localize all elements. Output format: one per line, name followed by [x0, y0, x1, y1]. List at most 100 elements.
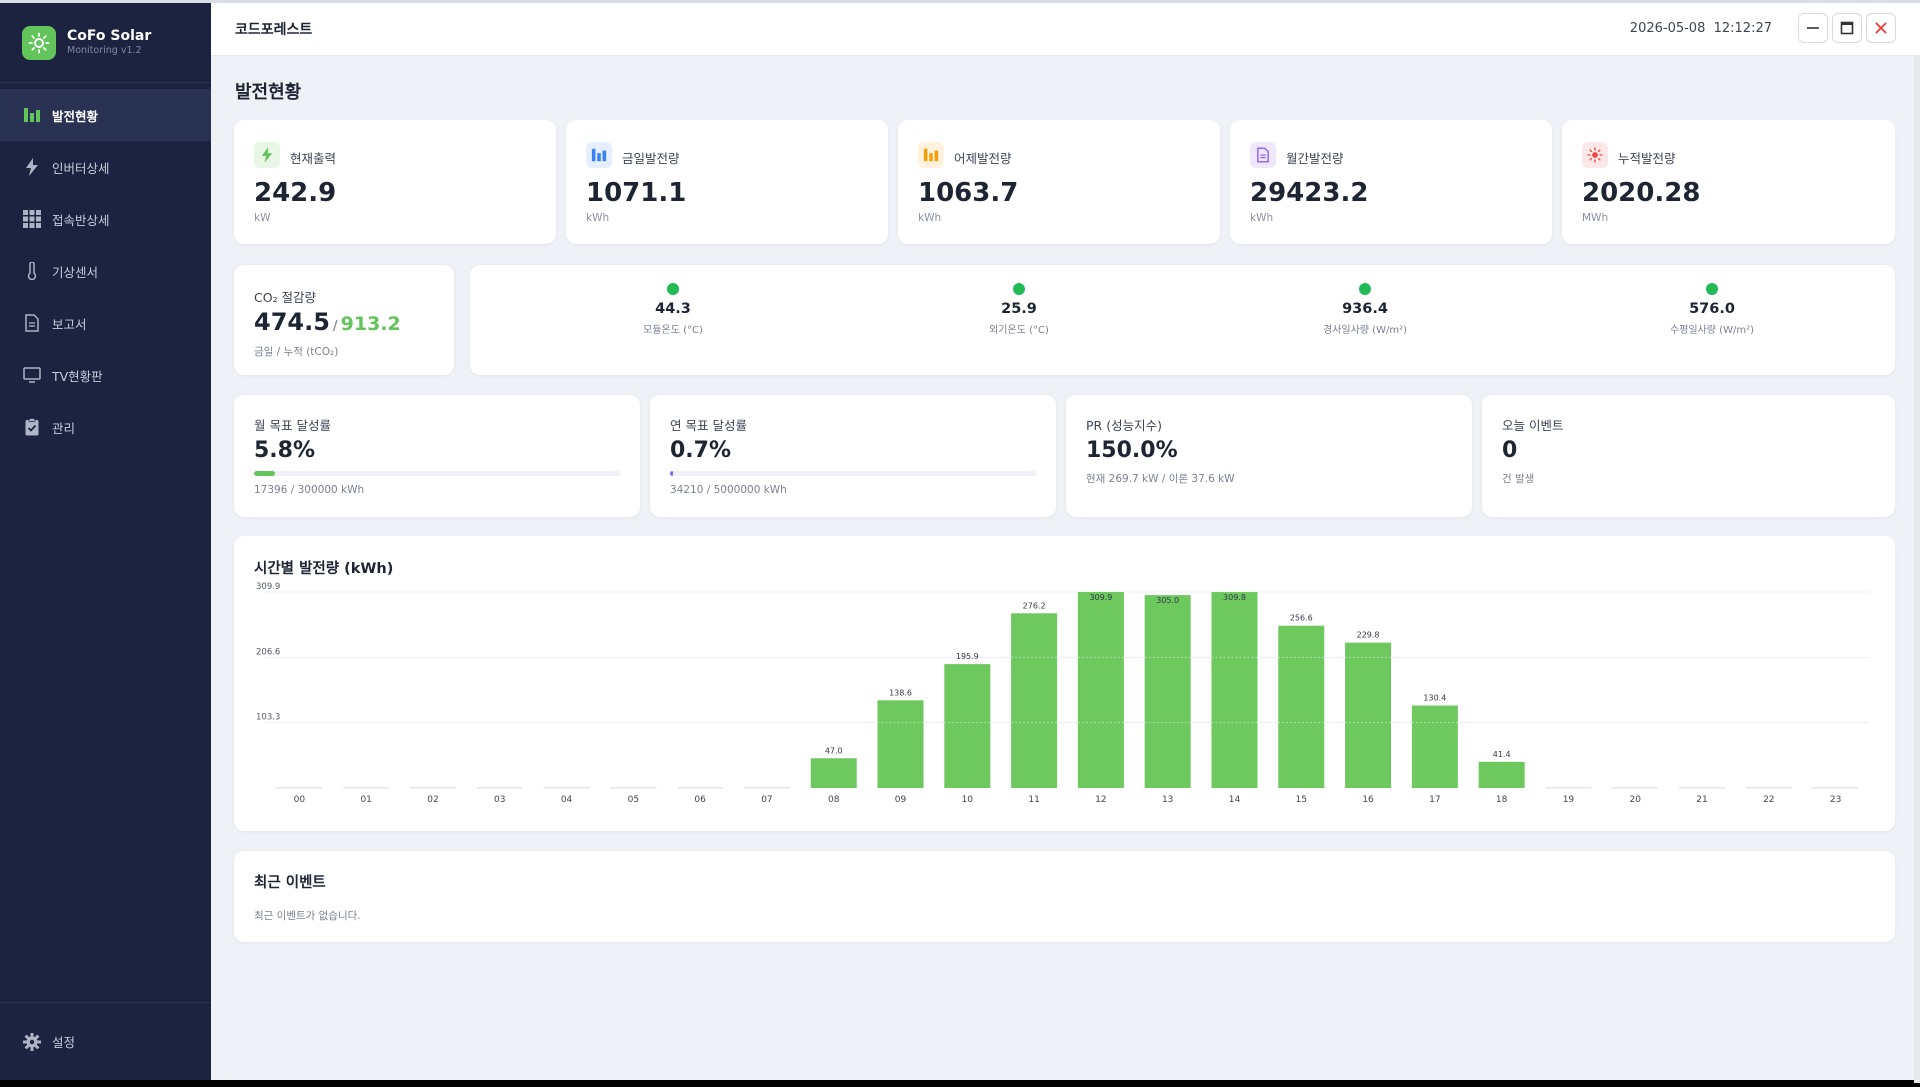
- clipboard-check-icon: [22, 417, 42, 437]
- stat-value: 1071.1: [586, 178, 687, 208]
- x-tick-label: 05: [628, 795, 639, 805]
- sidebar-item-label: 기상센서: [52, 264, 99, 280]
- stat-label: 어제발전량: [954, 151, 1012, 166]
- stat-card-monthly-generation: 월간발전량 29423.2 kWh: [1230, 120, 1552, 244]
- sensor-value: 25.9: [1001, 301, 1037, 317]
- chart-bar: [1612, 787, 1659, 789]
- x-tick-label: 13: [1162, 795, 1173, 805]
- chart-bar: [1345, 642, 1392, 788]
- sidebar-item-label: 발전현황: [52, 108, 99, 124]
- co2-separator: /: [332, 319, 338, 334]
- monthly-target-card: 월 목표 달성률 5.8% 17396 / 300000 kWh: [234, 395, 640, 517]
- sensor-ambient-temp: 25.9 외기온도 (°C): [919, 283, 1119, 336]
- x-tick-label: 23: [1830, 795, 1841, 805]
- kpi-value: 150.0%: [1086, 438, 1178, 463]
- status-dot: [1359, 283, 1371, 295]
- chart-bar: [743, 787, 790, 789]
- close-button[interactable]: [1866, 13, 1896, 43]
- chart-bar: [1478, 761, 1525, 788]
- sensor-value: 44.3: [655, 301, 691, 317]
- recent-events-empty: 최근 이벤트가 없습니다.: [254, 910, 361, 922]
- data-label: 305.0: [1156, 596, 1179, 605]
- x-tick-label: 22: [1763, 795, 1774, 805]
- sidebar-item-label: 접속반상세: [52, 212, 110, 228]
- x-tick-label: 11: [1028, 795, 1039, 805]
- maximize-button[interactable]: [1832, 13, 1862, 43]
- data-label: 309.8: [1223, 593, 1246, 602]
- current-datetime: 2026-05-08 12:12:27: [1629, 21, 1772, 36]
- co2-today: 474.5: [254, 308, 330, 336]
- stat-value: 1063.7: [918, 178, 1019, 208]
- chart-bar: [1745, 787, 1792, 789]
- x-tick-label: 04: [561, 795, 573, 805]
- x-tick-label: 02: [427, 795, 438, 805]
- chart-bar: [409, 787, 456, 789]
- sidebar-item-admin[interactable]: 관리: [0, 401, 211, 453]
- document-icon: [22, 313, 42, 333]
- recent-events-title: 최근 이벤트: [254, 875, 326, 891]
- sidebar: CoFo Solar Monitoring v1.2 발전현황 인버터상세: [0, 3, 211, 1080]
- sidebar-item-label: 보고서: [52, 316, 87, 332]
- kpi-value: 0.7%: [670, 438, 732, 463]
- data-label: 130.4: [1423, 694, 1446, 703]
- sensor-module-temp: 44.3 모듈온도 (°C): [573, 283, 773, 336]
- scrollbar[interactable]: [1914, 56, 1920, 1083]
- chart-bar: [610, 787, 657, 789]
- chart-bar: [1679, 787, 1726, 789]
- status-dot: [667, 283, 679, 295]
- minimize-button[interactable]: [1798, 13, 1828, 43]
- sensor-tilted-irradiance: 936.4 경사일사량 (W/m²): [1265, 283, 1465, 336]
- x-tick-label: 21: [1696, 795, 1707, 805]
- chart-bar: [276, 787, 323, 789]
- brand-version: Monitoring v1.2: [67, 45, 142, 56]
- pr-card: PR (성능지수) 150.0% 현재 269.7 kW / 이론 37.6 k…: [1066, 395, 1472, 517]
- sidebar-item-settings[interactable]: 설정: [0, 1002, 211, 1080]
- x-tick-label: 06: [694, 795, 706, 805]
- sidebar-item-tv-board[interactable]: TV현황판: [0, 349, 211, 401]
- y-tick-label: 206.6: [256, 647, 280, 657]
- kpi-value: 0: [1502, 438, 1518, 463]
- kpi-detail: 34210 / 5000000 kWh: [670, 484, 787, 496]
- sensor-horizontal-irradiance: 576.0 수평일사량 (W/m²): [1612, 283, 1812, 336]
- stat-unit: MWh: [1582, 212, 1609, 224]
- sidebar-item-reports[interactable]: 보고서: [0, 297, 211, 349]
- sidebar-item-weather[interactable]: 기상센서: [0, 245, 211, 297]
- kpi-label: 연 목표 달성률: [670, 418, 747, 433]
- hourly-generation-chart-card: 시간별 발전량 (kWh) 309.9 206.6 103.3 00 01 02 03 04 0…: [234, 536, 1895, 831]
- x-tick-label: 10: [962, 795, 974, 805]
- chart-bar: [1011, 613, 1058, 788]
- stat-unit: kWh: [918, 212, 942, 224]
- chart-bar: [1411, 705, 1458, 788]
- bar-chart-icon: [586, 142, 612, 168]
- main-content: 코드포레스트 2026-05-08 12:12:27 발전현황 현재출력 242…: [211, 3, 1920, 1083]
- x-tick-label: 07: [761, 795, 772, 805]
- sensor-label: 경사일사량 (W/m²): [1323, 325, 1407, 336]
- stat-value: 2020.28: [1582, 178, 1701, 208]
- sensor-value: 576.0: [1689, 301, 1735, 317]
- chart-bar: [543, 787, 590, 789]
- data-label: 309.9: [1089, 593, 1112, 602]
- x-tick-label: 03: [494, 795, 505, 805]
- progress-bar: [254, 471, 620, 476]
- x-tick-label: 09: [895, 795, 907, 805]
- stat-card-cumulative-generation: 누적발전량 2020.28 MWh: [1562, 120, 1895, 244]
- x-tick-label: 18: [1496, 795, 1508, 805]
- sidebar-item-inverter[interactable]: 인버터상세: [0, 141, 211, 193]
- data-label: 276.2: [1023, 601, 1046, 610]
- chart-bar: [1211, 592, 1258, 788]
- chart-bar: [476, 787, 523, 789]
- bar-chart-icon: [918, 142, 944, 168]
- yearly-target-card: 연 목표 달성률 0.7% 34210 / 5000000 kWh: [650, 395, 1056, 517]
- x-tick-label: 17: [1429, 795, 1440, 805]
- chart-bar: [1144, 595, 1191, 788]
- x-tick-label: 16: [1362, 795, 1374, 805]
- sensor-value: 936.4: [1342, 301, 1388, 317]
- bar-chart-icon: [22, 105, 42, 125]
- stat-card-today-generation: 금일발전량 1071.1 kWh: [566, 120, 888, 244]
- progress-fill: [670, 471, 673, 476]
- sensor-label: 수평일사량 (W/m²): [1670, 325, 1754, 336]
- sidebar-item-junction-box[interactable]: 접속반상세: [0, 193, 211, 245]
- sensor-label: 외기온도 (°C): [989, 325, 1049, 336]
- stat-card-yesterday-generation: 어제발전량 1063.7 kWh: [898, 120, 1220, 244]
- sidebar-item-dashboard[interactable]: 발전현황: [0, 89, 211, 141]
